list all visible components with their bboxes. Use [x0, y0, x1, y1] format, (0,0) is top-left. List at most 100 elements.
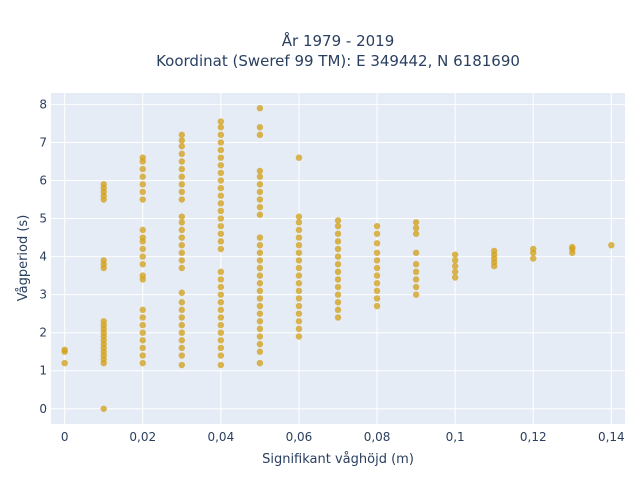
data-point	[218, 299, 224, 305]
data-point	[257, 212, 263, 218]
data-point	[179, 174, 185, 180]
data-point	[296, 272, 302, 278]
data-point	[413, 261, 419, 267]
data-point	[218, 132, 224, 138]
data-point	[374, 280, 380, 286]
data-point	[452, 251, 458, 257]
data-point	[374, 303, 380, 309]
data-point	[530, 255, 536, 261]
data-point	[179, 329, 185, 335]
data-point	[61, 347, 67, 353]
data-point	[140, 337, 146, 343]
data-point	[179, 189, 185, 195]
data-point	[179, 352, 185, 358]
y-tick-label: 7	[39, 135, 47, 149]
data-point	[179, 234, 185, 240]
data-point	[179, 181, 185, 187]
data-point	[296, 295, 302, 301]
data-point	[218, 147, 224, 153]
data-point	[179, 242, 185, 248]
data-point	[179, 314, 185, 320]
data-point	[335, 307, 341, 313]
data-point	[179, 290, 185, 296]
data-point	[179, 307, 185, 313]
data-point	[257, 341, 263, 347]
data-point	[218, 238, 224, 244]
data-point	[413, 225, 419, 231]
data-point	[140, 314, 146, 320]
y-tick-label: 8	[39, 97, 47, 111]
data-point	[335, 284, 341, 290]
data-point	[179, 299, 185, 305]
data-point	[140, 246, 146, 252]
data-point	[218, 276, 224, 282]
data-point	[218, 231, 224, 237]
data-point	[140, 272, 146, 278]
data-point	[140, 181, 146, 187]
data-point	[257, 124, 263, 130]
data-point	[218, 193, 224, 199]
data-point	[569, 244, 575, 250]
data-point	[101, 257, 107, 263]
data-point	[257, 360, 263, 366]
data-point	[218, 215, 224, 221]
y-axis-title: Vågperiod (s)	[16, 215, 31, 302]
data-point	[374, 240, 380, 246]
x-tick-label: 0,1	[446, 430, 465, 444]
x-tick-label: 0	[61, 430, 69, 444]
data-point	[179, 250, 185, 256]
data-point	[218, 307, 224, 313]
data-point	[218, 223, 224, 229]
data-point	[218, 170, 224, 176]
data-point	[140, 154, 146, 160]
y-tick-label: 3	[39, 288, 47, 302]
data-point	[257, 250, 263, 256]
data-point	[413, 219, 419, 225]
data-point	[374, 288, 380, 294]
y-tick-label: 2	[39, 326, 47, 340]
data-point	[413, 250, 419, 256]
data-point	[179, 166, 185, 172]
data-point	[218, 345, 224, 351]
data-point	[257, 105, 263, 111]
data-point	[179, 227, 185, 233]
y-tick-label: 1	[39, 364, 47, 378]
data-point	[452, 257, 458, 263]
x-axis-title: Signifikant våghöjd (m)	[262, 452, 414, 467]
data-point	[257, 196, 263, 202]
data-point	[257, 333, 263, 339]
data-point	[101, 181, 107, 187]
data-point	[179, 213, 185, 219]
data-point	[140, 329, 146, 335]
data-point	[179, 132, 185, 138]
data-point	[140, 352, 146, 358]
data-point	[374, 250, 380, 256]
data-point	[140, 360, 146, 366]
data-point	[140, 174, 146, 180]
data-point	[257, 189, 263, 195]
data-point	[335, 291, 341, 297]
data-point	[140, 227, 146, 233]
data-point	[491, 248, 497, 254]
data-point	[257, 257, 263, 263]
data-point	[296, 154, 302, 160]
data-point	[335, 314, 341, 320]
data-point	[296, 288, 302, 294]
x-tick-labels: 0 0,02 0,04 0,06 0,08 0,1 0,12 0,14	[61, 430, 625, 444]
data-point	[413, 276, 419, 282]
x-tick-label: 0,14	[598, 430, 625, 444]
data-point	[296, 257, 302, 263]
data-point	[218, 208, 224, 214]
data-point	[61, 360, 67, 366]
data-point	[218, 352, 224, 358]
data-point	[140, 307, 146, 313]
data-point	[257, 204, 263, 210]
data-point	[179, 345, 185, 351]
data-point	[452, 274, 458, 280]
data-point	[257, 265, 263, 271]
data-point	[257, 318, 263, 324]
data-point	[257, 132, 263, 138]
data-point	[452, 269, 458, 275]
x-tick-label: 0,12	[520, 430, 547, 444]
